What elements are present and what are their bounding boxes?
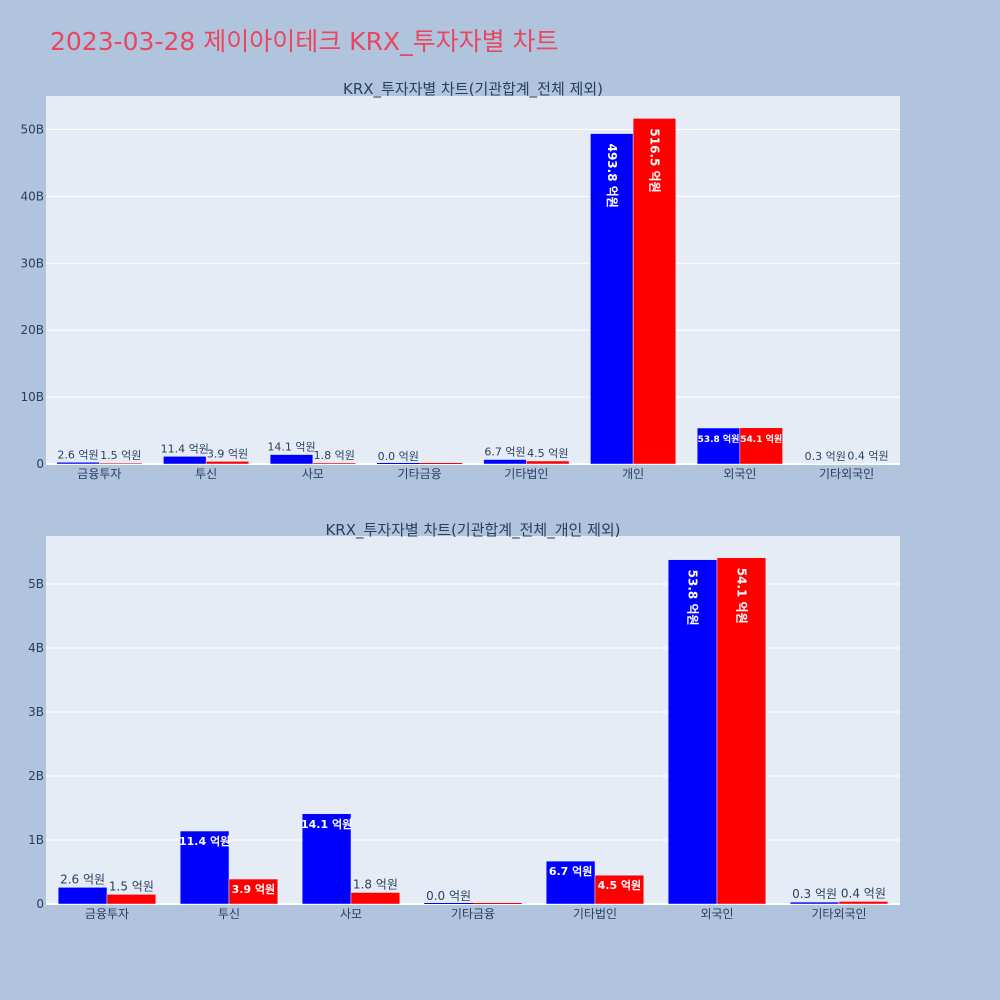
bar-buy (590, 133, 634, 465)
data-label: 11.4 억원 (161, 442, 209, 455)
x-tick-label: 금융투자 (77, 467, 121, 481)
bar-buy (667, 559, 718, 905)
y-tick-label: 30B (20, 256, 44, 270)
y-tick-label: 5B (28, 577, 44, 591)
bar-sell (99, 462, 143, 465)
data-label: 11.4 억원 (179, 834, 230, 848)
data-label: 1.8 억원 (314, 449, 355, 462)
data-label: 6.7 억원 (484, 446, 525, 459)
data-label: 493.8 억원 (605, 144, 619, 208)
bar-sell (350, 892, 401, 905)
y-tick-label: 40B (20, 189, 44, 203)
data-label: 53.8 억원 (686, 570, 700, 626)
data-label: 0.4 억원 (847, 450, 888, 463)
data-label: 54.1 억원 (734, 568, 748, 624)
plot-area (46, 536, 900, 904)
data-label: 0.3 억원 (805, 450, 846, 463)
data-label: 2.6 억원 (60, 872, 105, 886)
x-tick-label: 기타법인 (573, 907, 617, 921)
y-tick-label: 4B (28, 641, 44, 655)
bar-sell (632, 118, 677, 465)
bar-buy (376, 463, 420, 464)
data-label: 2.6 억원 (57, 448, 98, 461)
bar-sell (526, 460, 570, 465)
bar-sell (419, 463, 463, 464)
x-tick-label: 외국인 (723, 467, 756, 481)
data-label: 3.9 억원 (207, 447, 248, 460)
data-label: 3.9 억원 (232, 882, 276, 896)
bar-buy (696, 427, 741, 465)
x-tick-label: 투신 (218, 907, 240, 921)
data-label: 0.0 억원 (426, 889, 471, 903)
bar-buy (163, 456, 207, 465)
bar-sell (228, 878, 279, 905)
x-tick-label: 외국인 (700, 907, 733, 921)
bar-buy (269, 454, 314, 465)
data-label: 54.1 억원 (740, 433, 782, 445)
bar-buy (301, 813, 352, 905)
y-tick-label: 50B (20, 122, 44, 136)
y-tick-label: 2B (28, 769, 44, 783)
y-tick-label: 10B (20, 390, 44, 404)
data-label: 53.8 억원 (698, 433, 740, 445)
chart-title: KRX_투자자별 차트(기관합계_전체_개인 제외) (325, 521, 620, 540)
plot-area (46, 96, 900, 464)
data-label: 0.0 억원 (378, 450, 419, 463)
page-title: 2023-03-28 제이아이테크 KRX_투자자별 차트 (50, 27, 559, 56)
x-tick-label: 기타외국인 (819, 467, 874, 481)
data-label: 4.5 억원 (527, 447, 568, 460)
x-tick-label: 개인 (622, 467, 644, 481)
data-label: 4.5 억원 (598, 878, 642, 892)
x-tick-label: 기타법인 (504, 467, 548, 481)
chart-title: KRX_투자자별 차트(기관합계_전체 제외) (343, 80, 603, 99)
data-label: 1.5 억원 (100, 449, 141, 462)
x-tick-label: 사모 (302, 467, 324, 481)
bar-sell (838, 901, 889, 905)
bar-sell (473, 903, 522, 904)
data-label: 1.8 억원 (353, 877, 398, 891)
x-tick-label: 기타외국인 (811, 907, 866, 921)
bar-buy (789, 901, 840, 905)
y-tick-label: 1B (28, 833, 44, 847)
data-label: 0.4 억원 (841, 886, 886, 900)
bar-buy (57, 887, 108, 905)
x-tick-label: 금융투자 (85, 907, 129, 921)
bar-buy (545, 860, 596, 905)
bar-sell (739, 427, 783, 465)
data-label: 0.3 억원 (792, 887, 837, 901)
data-label: 1.5 억원 (109, 879, 154, 893)
x-tick-label: 기타금융 (451, 907, 495, 921)
bar-buy (179, 830, 230, 905)
data-label: 516.5 억원 (647, 128, 661, 192)
bar-sell (594, 874, 645, 905)
y-tick-label: 0 (36, 897, 44, 911)
data-label: 14.1 억원 (301, 817, 352, 831)
chart-top: KRX_투자자별 차트(기관합계_전체 제외) 0 10B 20B 30B 40B 50B 금… (20, 80, 900, 481)
bar-sell (205, 461, 250, 465)
bar-buy (424, 903, 473, 904)
data-label: 6.7 억원 (549, 864, 593, 878)
data-label: 14.1 억원 (267, 441, 315, 454)
x-tick-label: 투신 (195, 467, 217, 481)
y-tick-label: 20B (20, 323, 44, 337)
bar-sell (312, 462, 356, 465)
y-tick-label: 0 (36, 457, 44, 471)
bar-sell (106, 894, 157, 905)
bar-sell (716, 557, 767, 905)
x-tick-label: 사모 (340, 907, 362, 921)
y-tick-label: 3B (28, 705, 44, 719)
x-tick-label: 기타금융 (398, 467, 442, 481)
